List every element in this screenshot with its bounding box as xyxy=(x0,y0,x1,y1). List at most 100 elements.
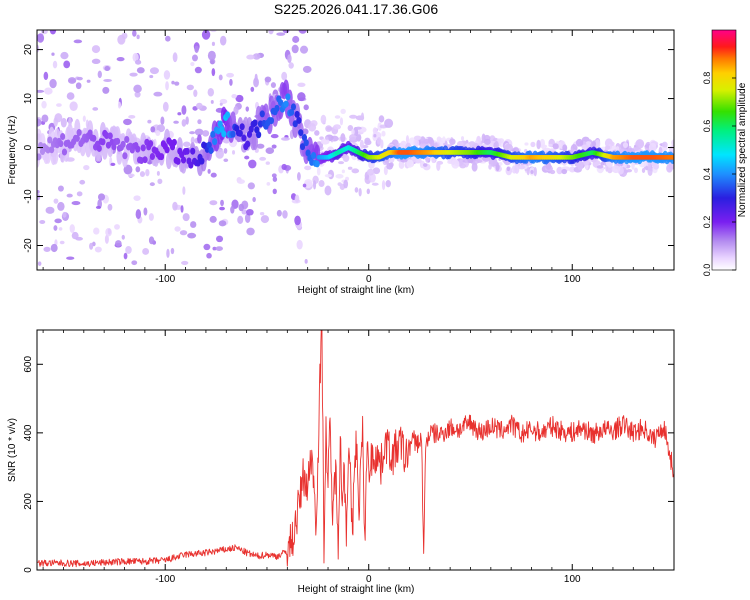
spectrogram-noise-blob xyxy=(459,158,464,166)
spectrogram-noise-blob xyxy=(155,130,161,136)
spectrogram-noise-blob xyxy=(215,235,224,243)
spectrogram-noise-blob xyxy=(97,193,106,201)
spectrogram-noise-blob xyxy=(359,139,364,149)
spectrogram-noise-blob xyxy=(201,30,211,40)
spectrogram-noise-blob xyxy=(561,168,568,175)
spectrogram-noise-blob xyxy=(577,160,584,171)
spectrogram-noise-blob xyxy=(219,35,227,46)
spectrogram-ridge-core xyxy=(239,123,245,131)
spectrogram-noise-blob xyxy=(51,52,55,56)
spectrogram-noise-blob xyxy=(134,91,141,98)
spectrogram-ridge-core xyxy=(310,152,317,160)
spectrogram-noise-blob xyxy=(181,260,189,265)
spectrogram-noise-blob xyxy=(241,209,247,215)
spectrogram-noise-blob xyxy=(104,65,111,72)
spectrogram-noise-blob xyxy=(94,246,102,253)
spectrogram-noise-blob xyxy=(171,80,175,85)
spectrogram-noise-blob xyxy=(653,162,659,170)
spectrogram-noise-blob xyxy=(341,169,345,174)
spectrogram-noise-blob xyxy=(206,252,212,259)
spectrogram-noise-blob xyxy=(633,167,638,174)
spectrogram-noise-blob xyxy=(116,56,125,62)
spectrogram-noise-blob xyxy=(156,170,160,176)
spectrogram-noise-blob xyxy=(128,114,136,119)
spectrogram-noise-blob xyxy=(298,30,308,34)
spectrogram-noise-blob xyxy=(270,82,276,88)
spectrogram-noise-blob xyxy=(229,78,233,86)
spectrogram-ridge-core xyxy=(252,119,258,127)
spectrogram-noise-blob xyxy=(415,139,420,147)
spectrogram-ridge-core xyxy=(268,117,275,125)
spectrogram-ridge-core xyxy=(37,153,42,161)
spectrogram-noise-blob xyxy=(562,144,568,152)
spectrogram-noise-blob xyxy=(648,142,657,153)
spectrogram-noise-blob xyxy=(258,11,265,16)
spectrogram-noise-blob xyxy=(347,125,354,132)
spectrogram-frame xyxy=(36,29,675,271)
spectrogram-noise-blob xyxy=(160,116,165,125)
spectrogram-noise-blob xyxy=(337,182,342,187)
spectrogram-noise-blob xyxy=(335,173,344,179)
spectrogram-noise-blob xyxy=(611,165,621,174)
spectrogram-noise-blob xyxy=(288,62,294,69)
colorbar-label: Normalized spectral amplitude xyxy=(737,82,748,217)
spectrogram-noise-blob xyxy=(533,166,537,177)
spectrogram-noise-blob xyxy=(211,68,216,77)
spectrogram-noise-blob xyxy=(69,101,78,111)
spectrogram-ridge-core xyxy=(184,147,190,155)
spectrogram-noise-blob xyxy=(37,33,45,43)
spectrogram-ridge-core xyxy=(296,116,302,124)
spectrogram-noise-blob xyxy=(149,67,159,75)
spectrogram-noise-blob xyxy=(230,205,235,214)
spectrogram-ridge-core xyxy=(210,130,216,138)
spectrogram-noise-blob xyxy=(45,206,55,214)
spectrogram-noise-blob xyxy=(302,65,312,73)
x-tick-label: -100 xyxy=(155,574,175,585)
spectrogram-noise-blob xyxy=(232,9,239,18)
spectrogram-noise-blob xyxy=(66,256,75,260)
spectrogram-noise-blob xyxy=(50,243,58,253)
spectrogram-ridge-core xyxy=(135,145,141,153)
spectrogram-noise-blob xyxy=(179,230,188,236)
spectrogram-noise-blob xyxy=(185,116,189,125)
spectrogram-noise-blob xyxy=(498,162,503,166)
colorbar-tick-label: 0.8 xyxy=(702,72,712,85)
spectrogram-noise-blob xyxy=(237,179,245,184)
spectrogram-noise-blob xyxy=(187,232,197,239)
spectrogram-noise-blob xyxy=(174,226,181,232)
x-tick-label: 100 xyxy=(564,574,581,585)
colorbar-scale xyxy=(711,29,737,271)
spectrogram-noise-blob xyxy=(247,182,255,190)
spectrogram-noise-blob xyxy=(142,248,150,255)
spectrogram-ridge-core xyxy=(147,140,154,148)
spectrogram-noise-blob xyxy=(600,161,605,166)
spectrogram-noise-blob xyxy=(189,131,196,135)
spectrogram-noise-blob xyxy=(266,181,271,186)
spectrogram-noise-blob xyxy=(292,35,300,43)
spectrogram-noise-blob xyxy=(471,162,478,172)
spectrogram-noise-blob xyxy=(177,112,182,116)
spectrogram-ridge-core xyxy=(294,110,300,118)
spectrogram-ridge-halo xyxy=(116,147,123,165)
spectrogram-noise-blob xyxy=(271,144,277,149)
spectrogram-ridge-core xyxy=(114,137,121,145)
spectrogram-ridge-core xyxy=(230,130,236,138)
spectrogram-noise-blob xyxy=(320,114,327,124)
spectrogram-noise-blob xyxy=(145,168,150,177)
spectrogram-noise-blob xyxy=(209,30,217,33)
spectrogram-noise-blob xyxy=(604,145,611,151)
x-tick-label: 100 xyxy=(564,274,581,285)
spectrogram-noise-blob xyxy=(398,160,405,169)
spectrogram-noise-blob xyxy=(149,74,154,79)
spectrogram-noise-blob xyxy=(265,147,275,155)
spectrogram-noise-blob xyxy=(647,166,653,176)
spectrogram-noise-blob xyxy=(181,105,187,115)
x-tick-label: 0 xyxy=(366,274,372,285)
spectrogram-noise-blob xyxy=(231,93,237,99)
spectrogram-noise-blob xyxy=(104,234,109,244)
spectrogram-noise-blob xyxy=(59,240,65,245)
spectrogram-noise-blob xyxy=(244,213,251,224)
spectrogram-ridge-core xyxy=(290,103,297,111)
spectrogram-noise-blob xyxy=(236,21,245,27)
spectrogram-ridge-core xyxy=(285,93,291,101)
